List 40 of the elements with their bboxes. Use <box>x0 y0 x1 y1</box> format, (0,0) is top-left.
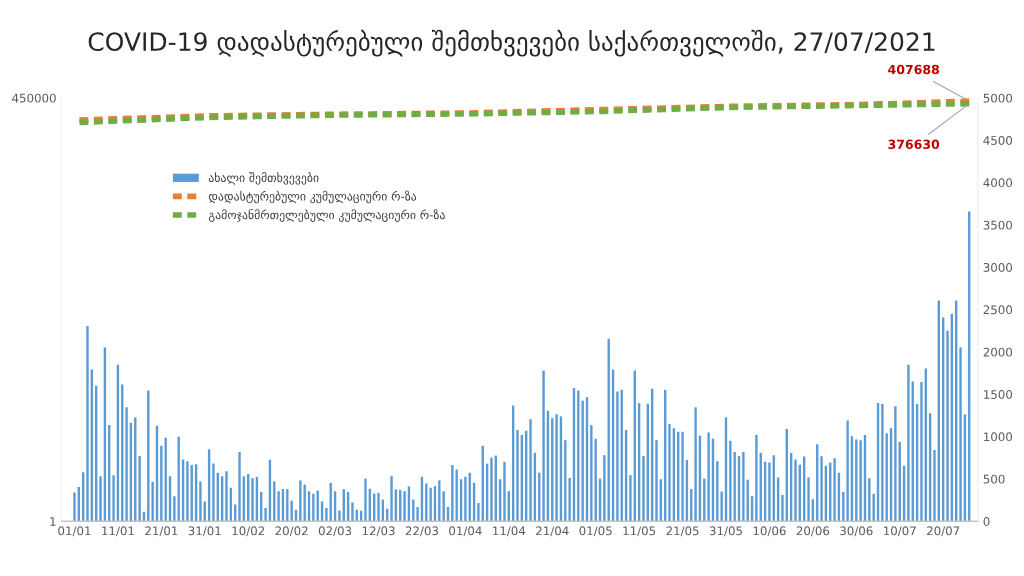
legend-label: ახალი შემთხვევები <box>208 172 319 185</box>
x-tick-label: 21/05 <box>666 526 699 537</box>
data-label: 407688 <box>888 64 939 75</box>
x-tick-label: 31/05 <box>709 526 742 537</box>
y-tick-label: 1 <box>50 517 56 526</box>
x-tick-label: 11/04 <box>493 526 526 537</box>
x-tick-label: 12/03 <box>362 526 395 537</box>
y2-tick-label: 3500 <box>983 220 1013 230</box>
x-tick-label: 20/06 <box>796 526 830 537</box>
x-tick-label: 11/01 <box>102 526 134 537</box>
x-tick-label: 11/05 <box>623 526 656 537</box>
x-tick-label: 10/07 <box>884 526 916 537</box>
x-tick-label: 21/04 <box>536 526 569 537</box>
x-tick-label: 30/06 <box>840 526 873 537</box>
y2-tick-label: 2000 <box>983 347 1013 357</box>
y2-tick-label: 5000 <box>983 93 1013 103</box>
legend-label: დადასტურებული კუმულაციური რ-ზა <box>208 190 417 204</box>
y2-tick-label: 0 <box>983 517 990 526</box>
y2-tick-label: 500 <box>983 474 1005 484</box>
x-tick-label: 02/03 <box>318 526 352 537</box>
x-tick-label: 20/02 <box>275 526 308 537</box>
data-label: 376630 <box>888 139 940 149</box>
legend-label: გამოჯანმრთელებული კუმულაციური რ-ზა <box>208 209 445 222</box>
x-tick-label: 01/01 <box>58 526 91 537</box>
y-tick-label: 450000 <box>12 93 56 103</box>
y2-tick-label: 1500 <box>984 390 1013 399</box>
y2-tick-label: 2500 <box>983 305 1013 315</box>
x-tick-label: 10/06 <box>753 526 786 537</box>
x-tick-label: 01/05 <box>579 526 612 537</box>
y2-tick-label: 1000 <box>984 432 1013 442</box>
y2-tick-label: 3000 <box>983 262 1013 272</box>
y2-tick-label: 4500 <box>983 135 1013 145</box>
x-tick-label: 10/02 <box>232 526 265 537</box>
x-tick-label: 21/01 <box>145 526 178 537</box>
y2-tick-label: 4000 <box>983 178 1013 188</box>
x-tick-label: 22/03 <box>405 526 439 537</box>
x-tick-label: 20/07 <box>927 526 960 537</box>
x-tick-label: 31/01 <box>188 526 221 537</box>
chart-title: COVID-19 დადასტურებული შემთხვევები საქართველოში, 27/07/2021 <box>88 29 935 57</box>
x-tick-label: 01/04 <box>449 526 482 537</box>
